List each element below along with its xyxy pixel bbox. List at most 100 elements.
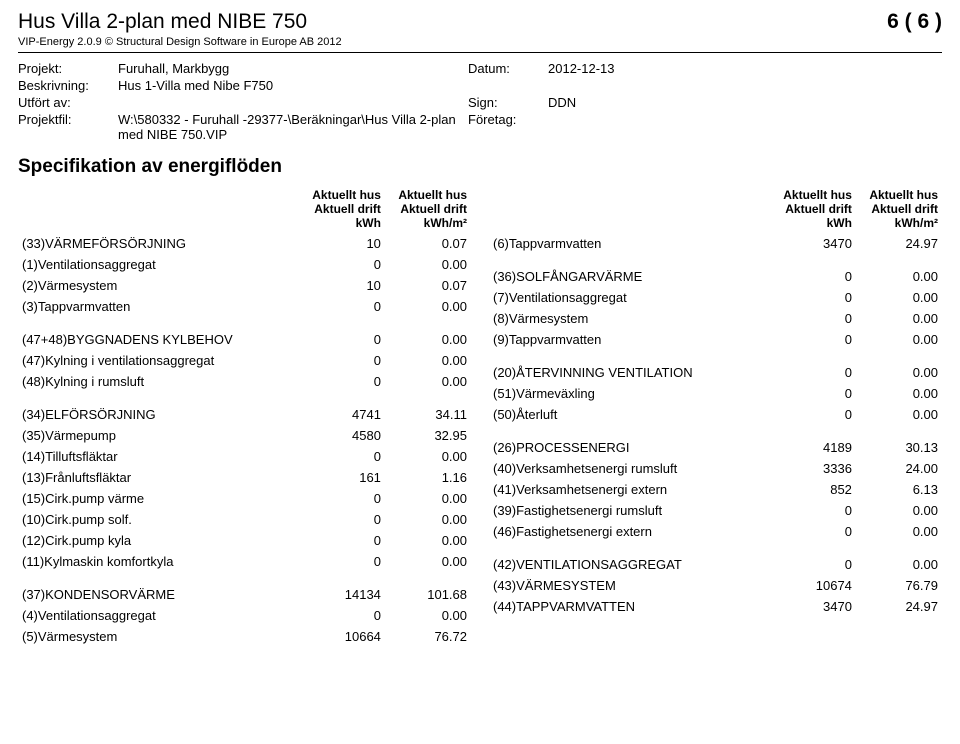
row-label: (47)Kylning i ventilationsaggregat xyxy=(18,350,299,371)
row-label: (33)VÄRMEFÖRSÖRJNING xyxy=(18,233,299,254)
table-row: (36)SOLFÅNGARVÄRME00.00 xyxy=(489,266,942,287)
table-row xyxy=(18,317,471,329)
row-kwh: 0 xyxy=(299,296,385,317)
row-kwh: 10664 xyxy=(299,626,385,647)
beskrivning-label: Beskrivning: xyxy=(18,78,118,93)
row-kwhm2: 0.00 xyxy=(856,329,942,350)
row-label: (6)Tappvarmvatten xyxy=(489,233,770,254)
row-kwh: 0 xyxy=(770,500,856,521)
table-row: (11)Kylmaskin komfortkyla00.00 xyxy=(18,551,471,572)
row-kwhm2: 24.97 xyxy=(856,596,942,617)
right-table: Aktuellt hus Aktuell drift kWh Aktuellt … xyxy=(489,186,942,617)
row-kwhm2: 24.97 xyxy=(856,233,942,254)
row-kwhm2: 0.00 xyxy=(856,287,942,308)
table-row: (42)VENTILATIONSAGGREGAT00.00 xyxy=(489,554,942,575)
row-label: (7)Ventilationsaggregat xyxy=(489,287,770,308)
row-kwh: 161 xyxy=(299,467,385,488)
row-kwhm2: 0.00 xyxy=(856,362,942,383)
row-kwhm2: 0.00 xyxy=(856,266,942,287)
row-kwhm2: 30.13 xyxy=(856,437,942,458)
header-divider xyxy=(18,52,942,53)
table-row: (12)Cirk.pump kyla00.00 xyxy=(18,530,471,551)
section-title: Specifikation av energiflöden xyxy=(18,156,942,178)
row-kwhm2: 76.72 xyxy=(385,626,471,647)
row-label: (51)Värmeväxling xyxy=(489,383,770,404)
row-label: (4)Ventilationsaggregat xyxy=(18,605,299,626)
row-kwh: 4741 xyxy=(299,404,385,425)
row-kwh: 0 xyxy=(299,530,385,551)
table-row: (26)PROCESSENERGI418930.13 xyxy=(489,437,942,458)
table-row: (50)Återluft00.00 xyxy=(489,404,942,425)
table-row: (47+48)BYGGNADENS KYLBEHOV00.00 xyxy=(18,329,471,350)
table-row: (1)Ventilationsaggregat00.00 xyxy=(18,254,471,275)
row-kwh: 0 xyxy=(299,371,385,392)
row-kwh: 852 xyxy=(770,479,856,500)
left-th-kwh: Aktuellt hus Aktuell drift kWh xyxy=(299,186,385,233)
table-row: (3)Tappvarmvatten00.00 xyxy=(18,296,471,317)
doc-title: Hus Villa 2-plan med NIBE 750 xyxy=(18,10,342,34)
row-label: (43)VÄRMESYSTEM xyxy=(489,575,770,596)
table-row: (8)Värmesystem00.00 xyxy=(489,308,942,329)
row-kwh: 3470 xyxy=(770,596,856,617)
table-row: (9)Tappvarmvatten00.00 xyxy=(489,329,942,350)
table-row: (33)VÄRMEFÖRSÖRJNING100.07 xyxy=(18,233,471,254)
row-label: (10)Cirk.pump solf. xyxy=(18,509,299,530)
row-kwh: 0 xyxy=(770,383,856,404)
row-label: (47+48)BYGGNADENS KYLBEHOV xyxy=(18,329,299,350)
row-label: (41)Verksamhetsenergi extern xyxy=(489,479,770,500)
row-kwh: 0 xyxy=(299,509,385,530)
utfort-label: Utfört av: xyxy=(18,95,118,110)
row-kwh: 0 xyxy=(299,551,385,572)
right-th-kwh: Aktuellt hus Aktuell drift kWh xyxy=(770,186,856,233)
row-kwh: 0 xyxy=(770,362,856,383)
row-label: (3)Tappvarmvatten xyxy=(18,296,299,317)
projektfil-label: Projektfil: xyxy=(18,112,118,142)
row-kwhm2: 0.00 xyxy=(385,530,471,551)
row-kwhm2: 0.00 xyxy=(385,551,471,572)
row-kwhm2: 0.00 xyxy=(385,605,471,626)
row-kwhm2: 0.00 xyxy=(385,254,471,275)
table-row: (2)Värmesystem100.07 xyxy=(18,275,471,296)
row-kwhm2: 0.00 xyxy=(385,329,471,350)
row-label: (14)Tilluftsfläktar xyxy=(18,446,299,467)
info-grid: Projekt: Furuhall, Markbygg Datum: 2012-… xyxy=(18,61,942,142)
row-label: (48)Kylning i rumsluft xyxy=(18,371,299,392)
row-label: (50)Återluft xyxy=(489,404,770,425)
table-row: (48)Kylning i rumsluft00.00 xyxy=(18,371,471,392)
row-label: (13)Frånluftsfläktar xyxy=(18,467,299,488)
row-kwh: 0 xyxy=(299,254,385,275)
row-kwh: 0 xyxy=(299,350,385,371)
row-kwh: 0 xyxy=(299,488,385,509)
row-label: (5)Värmesystem xyxy=(18,626,299,647)
table-row: (47)Kylning i ventilationsaggregat00.00 xyxy=(18,350,471,371)
row-kwh: 10 xyxy=(299,233,385,254)
table-row: (39)Fastighetsenergi rumsluft00.00 xyxy=(489,500,942,521)
sign-value: DDN xyxy=(548,95,942,110)
row-kwh: 0 xyxy=(299,329,385,350)
row-kwhm2: 76.79 xyxy=(856,575,942,596)
row-kwh: 0 xyxy=(770,404,856,425)
datum-value: 2012-12-13 xyxy=(548,61,942,76)
row-kwh: 0 xyxy=(770,521,856,542)
sign-label: Sign: xyxy=(468,95,548,110)
table-row: (40)Verksamhetsenergi rumsluft333624.00 xyxy=(489,458,942,479)
row-kwh: 3336 xyxy=(770,458,856,479)
row-label: (12)Cirk.pump kyla xyxy=(18,530,299,551)
table-row: (37)KONDENSORVÄRME14134101.68 xyxy=(18,584,471,605)
table-row xyxy=(18,392,471,404)
row-kwh: 0 xyxy=(770,266,856,287)
row-label: (11)Kylmaskin komfortkyla xyxy=(18,551,299,572)
row-kwhm2: 32.95 xyxy=(385,425,471,446)
row-kwhm2: 0.07 xyxy=(385,233,471,254)
row-label: (46)Fastighetsenergi extern xyxy=(489,521,770,542)
row-kwh: 0 xyxy=(299,605,385,626)
datum-label: Datum: xyxy=(468,61,548,76)
left-th-kwhm2: Aktuellt hus Aktuell drift kWh/m² xyxy=(385,186,471,233)
left-column: Aktuellt hus Aktuell drift kWh Aktuellt … xyxy=(18,186,471,647)
table-row: (20)ÅTERVINNING VENTILATION00.00 xyxy=(489,362,942,383)
row-label: (2)Värmesystem xyxy=(18,275,299,296)
row-label: (8)Värmesystem xyxy=(489,308,770,329)
table-row xyxy=(489,254,942,266)
table-row: (41)Verksamhetsenergi extern8526.13 xyxy=(489,479,942,500)
row-kwhm2: 0.00 xyxy=(385,446,471,467)
